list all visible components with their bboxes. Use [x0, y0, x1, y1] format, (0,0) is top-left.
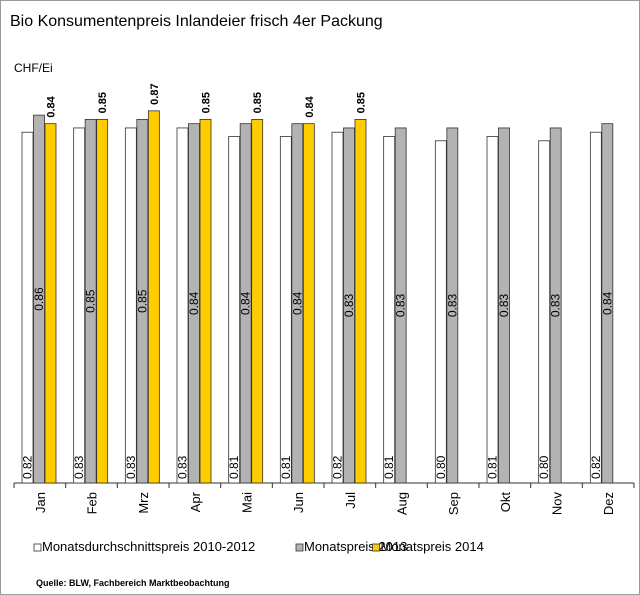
bar	[239, 123, 252, 484]
chart-title: Bio Konsumentenpreis Inlandeier frisch 4…	[10, 13, 383, 30]
data-label: 0.81	[486, 455, 500, 479]
bar	[44, 123, 57, 484]
x-tick-label: Feb	[85, 492, 100, 514]
x-tick-label: Okt	[498, 492, 513, 513]
bar	[124, 127, 137, 484]
legend-label: Monatsdurchschnittspreis 2010-2012	[42, 539, 255, 554]
legend-swatch	[372, 543, 380, 552]
bar	[446, 127, 459, 484]
legend-swatch	[33, 543, 42, 552]
bar	[188, 123, 200, 484]
bar	[147, 110, 160, 484]
y-axis-label: CHF/Ei	[14, 61, 53, 75]
data-label: 0.87	[149, 83, 161, 104]
legend-label: Monatspreis 2013	[304, 539, 407, 554]
data-label: 0.82	[331, 455, 345, 479]
data-label: 0.83	[549, 293, 563, 317]
bar	[383, 136, 396, 484]
bar	[228, 136, 241, 484]
data-label: 0.85	[356, 92, 368, 113]
bar	[251, 118, 264, 484]
data-label: 0.81	[382, 455, 396, 479]
data-label: 0.83	[342, 293, 356, 317]
data-label: 0.84	[187, 291, 201, 315]
data-label: 0.81	[279, 455, 293, 479]
bar	[73, 127, 86, 484]
legend-swatch	[295, 543, 304, 552]
bar	[498, 127, 510, 484]
bar	[279, 136, 292, 484]
bar	[176, 127, 189, 484]
data-label: 0.83	[72, 455, 86, 479]
data-label: 0.83	[124, 455, 138, 479]
x-tick-label: Jun	[291, 492, 306, 513]
source: Quelle: BLW, Fachbereich Marktbeobachtun…	[36, 578, 230, 588]
bar	[199, 118, 212, 484]
bar	[96, 118, 109, 484]
data-label: 0.84	[239, 291, 253, 315]
bar	[601, 123, 614, 484]
data-label: 0.83	[394, 293, 408, 317]
bar	[394, 127, 407, 484]
data-label: 0.83	[445, 293, 459, 317]
data-label: 0.84	[46, 95, 58, 117]
bar	[21, 131, 34, 484]
bar	[486, 136, 499, 484]
bar	[136, 118, 149, 484]
x-tick-label: Jul	[343, 492, 358, 509]
bar	[354, 118, 367, 484]
data-label: 0.84	[290, 291, 304, 315]
x-tick-label: Nov	[550, 492, 565, 516]
x-tick-label: Mrz	[136, 492, 151, 514]
bar	[538, 140, 551, 484]
bar	[589, 131, 602, 484]
bar	[434, 140, 447, 484]
data-label: 0.85	[201, 92, 213, 113]
data-label: 0.80	[434, 455, 448, 479]
bar	[331, 131, 344, 484]
data-label: 0.81	[227, 455, 241, 479]
data-label: 0.86	[32, 287, 46, 311]
data-label: 0.84	[304, 95, 316, 117]
bar	[291, 123, 304, 484]
bar	[549, 127, 562, 484]
x-tick-label: Mai	[240, 492, 255, 513]
x-tick-label: Apr	[188, 491, 203, 512]
data-label: 0.85	[135, 289, 149, 313]
data-label: 0.83	[176, 455, 190, 479]
data-label: 0.85	[84, 289, 98, 313]
data-label: 0.82	[589, 455, 603, 479]
bar	[84, 118, 97, 484]
bar	[302, 123, 315, 484]
data-label: 0.84	[600, 291, 614, 315]
bar	[33, 114, 45, 484]
x-tick-label: Aug	[395, 492, 410, 515]
x-tick-label: Sep	[446, 492, 461, 515]
data-label: 0.83	[497, 293, 511, 317]
data-label: 0.85	[97, 92, 109, 113]
bar	[343, 127, 355, 484]
x-tick-label: Dez	[601, 492, 616, 515]
x-tick-label: Jan	[33, 492, 48, 513]
data-label: 0.80	[537, 455, 551, 479]
data-label: 0.85	[252, 92, 264, 113]
legend-label: Monatspreis 2014	[381, 539, 484, 554]
data-label: 0.82	[21, 455, 35, 479]
